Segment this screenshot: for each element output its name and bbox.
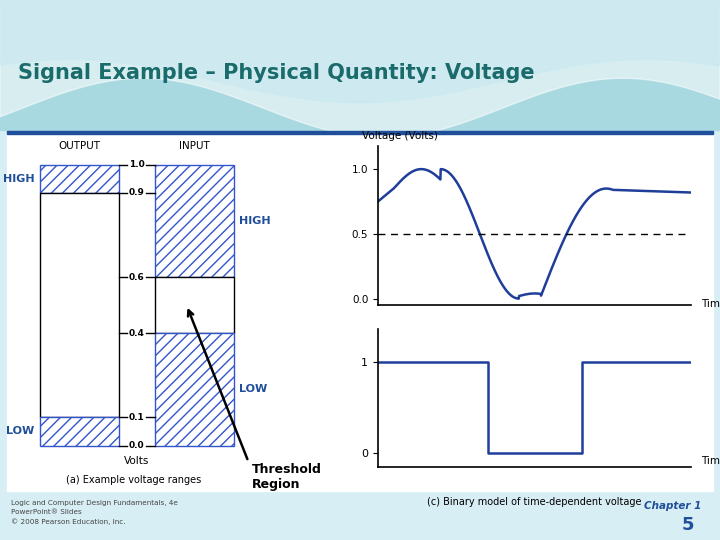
- Text: LOW: LOW: [6, 427, 35, 436]
- Text: Logic and Computer Design Fundamentals, 4e
PowerPoint® Slides
© 2008 Pearson Edu: Logic and Computer Design Fundamentals, …: [11, 500, 178, 524]
- Bar: [0, 0, 720, 130]
- Text: Signal Example – Physical Quantity: Voltage: Signal Example – Physical Quantity: Volt…: [18, 63, 535, 83]
- Text: OUTPUT: OUTPUT: [58, 141, 100, 151]
- Text: Threshold
Region: Threshold Region: [252, 463, 322, 491]
- Bar: [40, 193, 119, 417]
- Bar: [40, 165, 119, 193]
- Text: 0.9: 0.9: [129, 188, 145, 197]
- Text: 0.1: 0.1: [129, 413, 145, 422]
- Text: 0.6: 0.6: [129, 273, 145, 281]
- Text: Chapter 1: Chapter 1: [644, 501, 702, 511]
- Text: (a) Example voltage ranges: (a) Example voltage ranges: [66, 475, 201, 485]
- Bar: [7, 131, 713, 134]
- Bar: [155, 333, 234, 446]
- Text: Voltage (Volts): Voltage (Volts): [362, 131, 438, 140]
- Bar: [40, 417, 119, 446]
- Text: 0.0: 0.0: [129, 441, 145, 450]
- Text: 5: 5: [681, 516, 694, 534]
- Text: HIGH: HIGH: [3, 174, 35, 184]
- Bar: [155, 165, 234, 277]
- Text: LOW: LOW: [239, 384, 267, 394]
- Text: (b) Time-dependent Voltage: (b) Time-dependent Voltage: [462, 334, 608, 344]
- Text: HIGH: HIGH: [239, 216, 271, 226]
- Bar: [155, 277, 234, 333]
- Text: INPUT: INPUT: [179, 141, 210, 151]
- Text: 0.4: 0.4: [129, 329, 145, 338]
- Bar: [7, 132, 713, 491]
- Text: Time: Time: [701, 456, 720, 465]
- Text: Time: Time: [701, 299, 720, 309]
- Text: (c) Binary model of time-dependent voltage: (c) Binary model of time-dependent volta…: [428, 497, 642, 508]
- Text: 1.0: 1.0: [129, 160, 145, 169]
- Text: Volts: Volts: [124, 456, 150, 467]
